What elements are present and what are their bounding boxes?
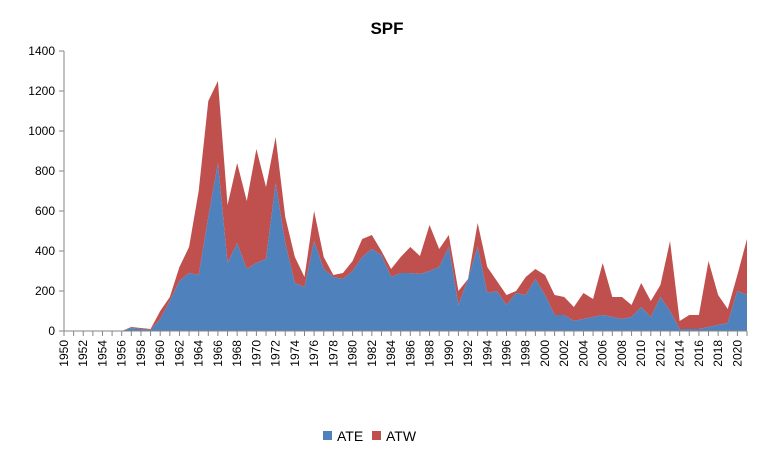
series-area-ate — [64, 163, 747, 331]
y-tick-label: 400 — [35, 244, 55, 258]
y-tick-label: 600 — [35, 204, 55, 218]
plot-area: 0 200 400 600 800 1000 1200 1400 1950 1952 1954 195… — [28, 44, 748, 367]
series-area-atw — [64, 81, 747, 331]
x-tick-label: 1970 — [249, 340, 263, 367]
x-tick-label: 1956 — [115, 340, 129, 367]
x-tick-label: 2012 — [653, 340, 667, 367]
x-tick-label: 1996 — [500, 340, 514, 367]
x-tick-label: 2020 — [730, 340, 744, 367]
x-tick-label: 1994 — [480, 340, 494, 367]
x-tick-label: 2010 — [634, 340, 648, 367]
x-tick-label: 2016 — [692, 340, 706, 367]
legend-label-ate: ATE — [337, 428, 363, 444]
x-tick-label: 2018 — [711, 340, 725, 367]
x-tick-label: 1978 — [326, 340, 340, 367]
x-tick-label: 1964 — [192, 340, 206, 367]
x-tick-label: 1968 — [230, 340, 244, 367]
x-tick-label: 2000 — [538, 340, 552, 367]
x-tick-label: 2006 — [596, 340, 610, 367]
x-tick-label: 1984 — [384, 340, 398, 367]
x-tick-label: 2002 — [557, 340, 571, 367]
x-tick-label: 1954 — [95, 340, 109, 367]
legend-swatch-atw — [372, 431, 381, 440]
x-tick-label: 1990 — [442, 340, 456, 367]
y-tick-label: 1200 — [28, 84, 55, 98]
x-tick-label: 1950 — [57, 340, 71, 367]
legend-swatch-ate — [323, 431, 332, 440]
x-tick-label: 1962 — [172, 340, 186, 367]
x-tick-label: 1986 — [403, 340, 417, 367]
y-tick-label: 0 — [48, 324, 55, 338]
legend: ATE ATW — [323, 428, 417, 444]
x-tick-label: 1976 — [307, 340, 321, 367]
x-tick-label: 1952 — [76, 340, 90, 367]
x-tick-label: 1972 — [269, 340, 283, 367]
x-tick-label: 1958 — [134, 340, 148, 367]
legend-label-atw: ATW — [386, 428, 417, 444]
x-tick-label: 2004 — [576, 340, 590, 367]
x-tick-label: 1982 — [365, 340, 379, 367]
x-tick-label: 1998 — [519, 340, 533, 367]
x-tick-label: 1980 — [346, 340, 360, 367]
y-tick-label: 800 — [35, 164, 55, 178]
x-tick-label: 2008 — [615, 340, 629, 367]
x-tick-label: 1966 — [211, 340, 225, 367]
x-tick-label: 1992 — [461, 340, 475, 367]
y-tick-label: 1000 — [28, 124, 55, 138]
x-tick-label: 1988 — [423, 340, 437, 367]
x-tick-label: 2014 — [673, 340, 687, 367]
x-tick-label: 1960 — [153, 340, 167, 367]
x-tick-label: 1974 — [288, 340, 302, 367]
y-tick-label: 1400 — [28, 44, 55, 58]
chart-title: SPF — [370, 19, 403, 38]
y-tick-label: 200 — [35, 284, 55, 298]
